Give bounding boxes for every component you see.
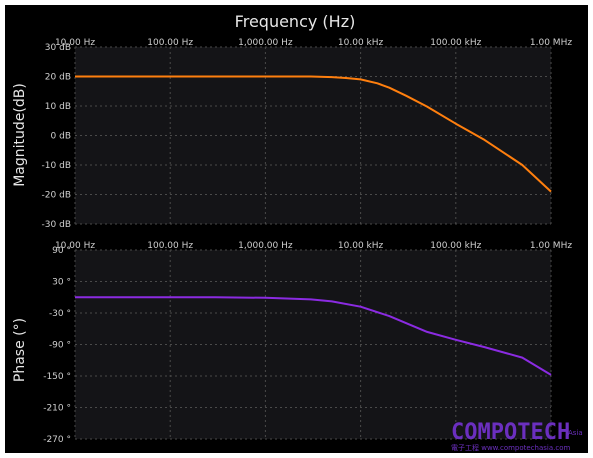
magnitude-series-line — [75, 75, 552, 193]
phase-y-tick-label: -270 ° — [43, 435, 71, 445]
magnitude-y-tick-label: -20 dB — [42, 191, 71, 201]
magnitude-x-tick-label: 100.00 kHz — [430, 38, 481, 48]
phase-y-tick-label: -90 ° — [49, 341, 71, 351]
magnitude-x-tick-label: 100.00 Hz — [147, 38, 193, 48]
phase-y-tick-label: -150 ° — [43, 372, 71, 382]
phase-x-tick-label: 10.00 Hz — [55, 241, 95, 251]
magnitude-x-tick-label: 10.00 Hz — [55, 38, 95, 48]
magnitude-y-tick-label: 0 dB — [51, 132, 71, 142]
watermark-superscript-text: Asia — [568, 429, 583, 437]
compotech-watermark-logo: COMPOTECH Asia 電子工程 www.compotechasia.co… — [451, 420, 583, 452]
magnitude-x-tick-label: 10.00 kHz — [338, 38, 384, 48]
phase-x-tick-label: 100.00 Hz — [147, 241, 193, 251]
magnitude-x-tick-label: 1.00 MHz — [530, 38, 572, 48]
phase-x-tick-label: 100.00 kHz — [430, 241, 481, 251]
phase-x-tick-label: 1.00 MHz — [530, 241, 572, 251]
series-line-layer — [75, 75, 552, 376]
watermark-main-text: COMPOTECH — [451, 420, 570, 445]
tick-label-layer: 10.00 Hz 100.00 Hz 1,000.00 Hz 10.00 kHz 100… — [42, 38, 573, 445]
magnitude-y-tick-label: 20 dB — [45, 73, 71, 83]
magnitude-y-tick-label: -30 dB — [42, 220, 71, 230]
phase-x-tick-label: 1,000.00 Hz — [238, 241, 293, 251]
magnitude-y-tick-label: 10 dB — [45, 102, 71, 112]
magnitude-y-tick-label: 30 dB — [45, 43, 71, 53]
phase-series-line — [75, 296, 552, 376]
magnitude-y-tick-label: -10 dB — [42, 161, 71, 171]
magnitude-x-tick-label: 1,000.00 Hz — [238, 38, 293, 48]
bode-plot-figure: Frequency (Hz) Magnitude(dB) Phase (°) 1… — [5, 5, 588, 453]
watermark-sub-text: 電子工程 www.compotechasia.com — [451, 443, 571, 452]
phase-y-tick-label: 90 ° — [52, 246, 71, 256]
phase-y-tick-label: -210 ° — [43, 404, 71, 414]
figure-title: Frequency (Hz) — [235, 12, 356, 31]
phase-y-tick-label: -30 ° — [49, 309, 71, 319]
phase-y-axis-label: Phase (°) — [12, 318, 28, 382]
phase-x-tick-label: 10.00 kHz — [338, 241, 384, 251]
phase-y-tick-label: 30 ° — [52, 278, 71, 288]
magnitude-y-axis-label: Magnitude(dB) — [12, 83, 28, 187]
grid-layer — [74, 46, 552, 440]
bode-plot-svg: Frequency (Hz) Magnitude(dB) Phase (°) 1… — [12, 12, 583, 452]
